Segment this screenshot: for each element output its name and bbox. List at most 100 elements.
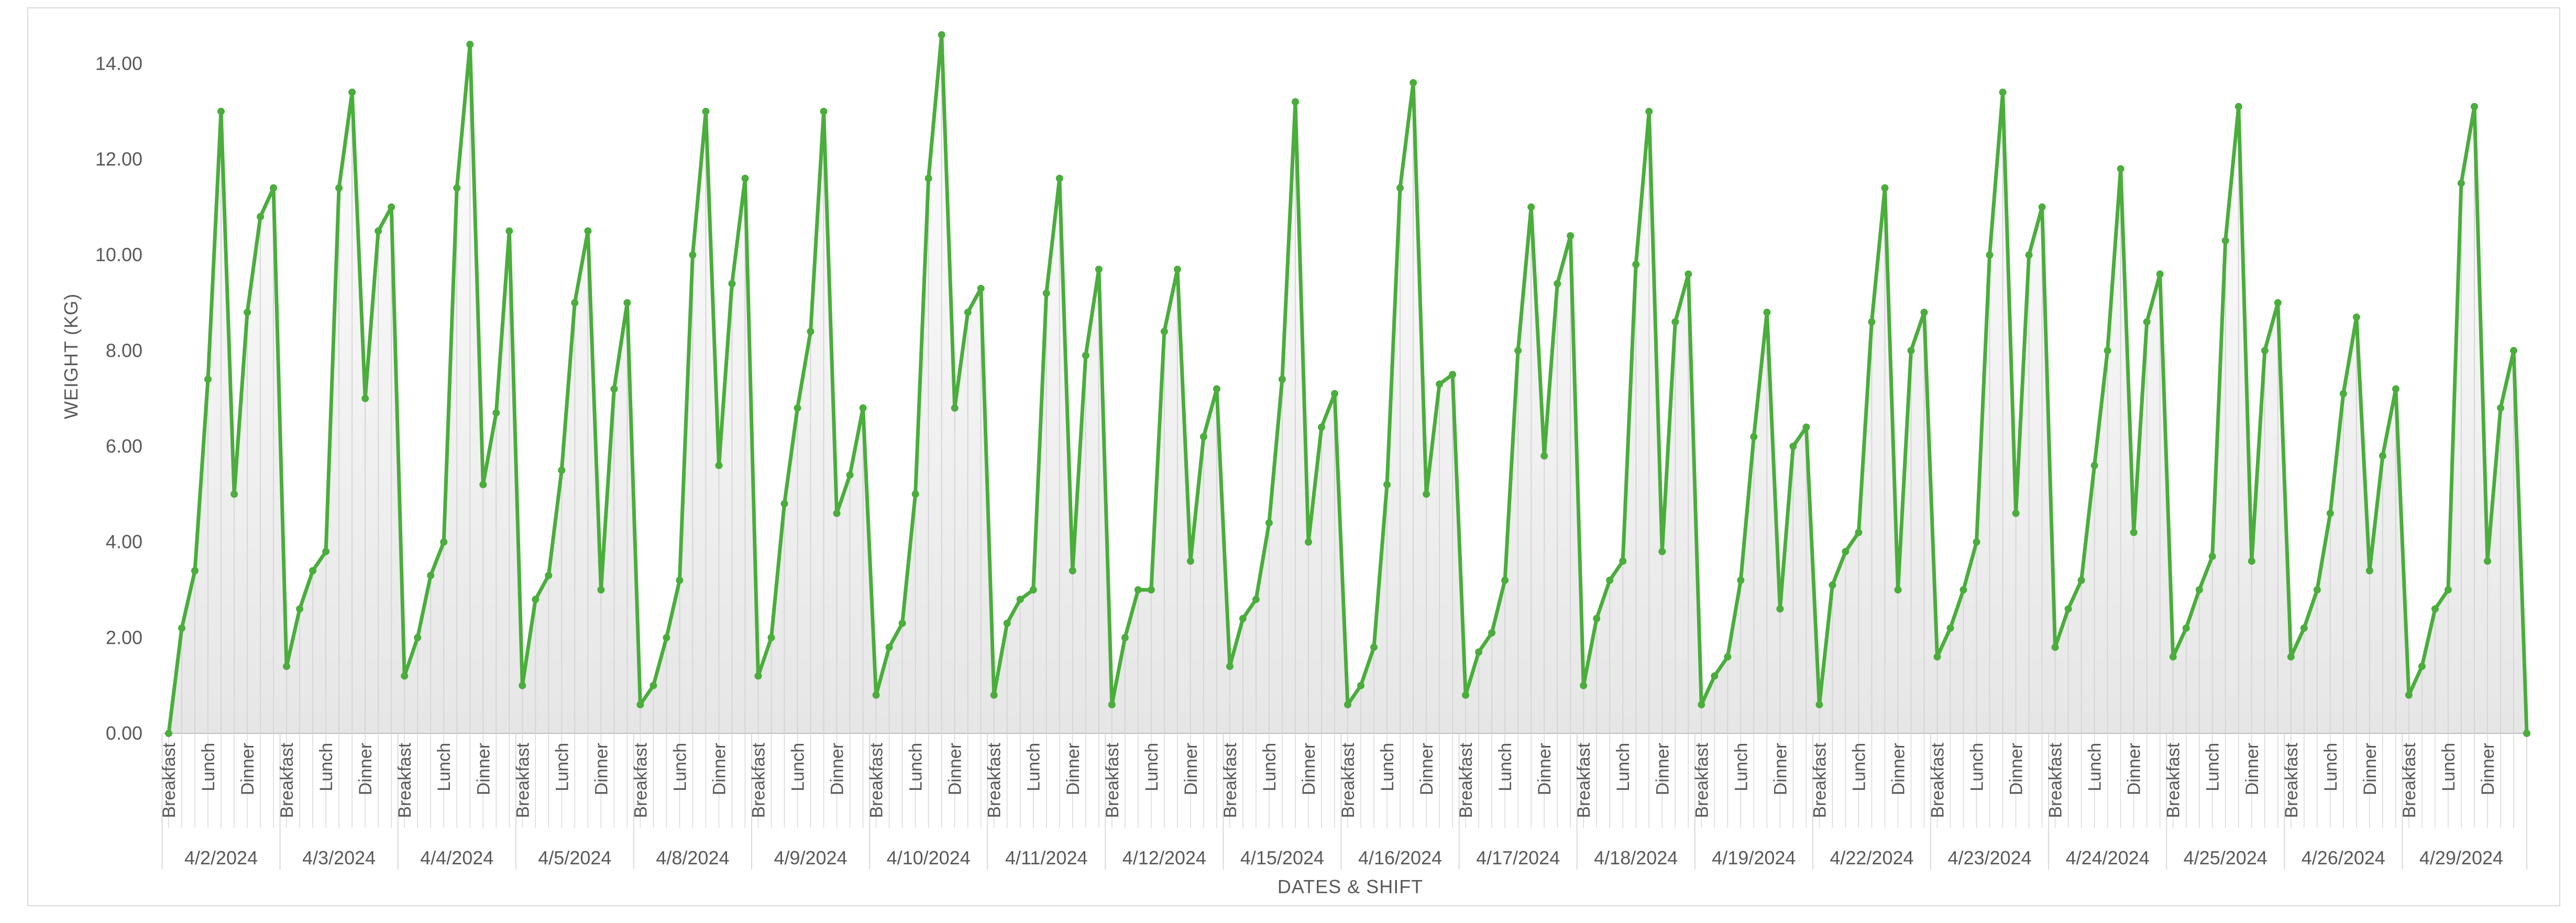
data-point bbox=[1016, 596, 1024, 603]
x-tick-label: Lunch bbox=[788, 743, 808, 792]
data-point bbox=[1475, 648, 1483, 656]
data-point bbox=[1292, 98, 1299, 106]
data-point bbox=[2221, 237, 2229, 245]
data-point bbox=[1619, 557, 1627, 565]
data-point bbox=[1881, 184, 1889, 192]
data-point bbox=[2261, 347, 2269, 355]
data-point bbox=[977, 284, 985, 292]
y-tick-label: 10.00 bbox=[95, 244, 142, 266]
data-point bbox=[1344, 701, 1351, 709]
data-point bbox=[1042, 289, 1050, 297]
data-point bbox=[257, 213, 265, 221]
data-point bbox=[1069, 567, 1076, 575]
x-tick-label: Dinner bbox=[2124, 743, 2144, 795]
data-point bbox=[492, 409, 500, 417]
x-tick-label: Dinner bbox=[1063, 743, 1083, 795]
date-label: 4/15/2024 bbox=[1240, 847, 1324, 869]
data-point bbox=[230, 490, 238, 498]
x-tick-label: Dinner bbox=[709, 743, 729, 795]
date-label: 4/19/2024 bbox=[1712, 847, 1796, 869]
data-point bbox=[951, 404, 959, 412]
data-point bbox=[1396, 184, 1404, 192]
x-tick-label: Dinner bbox=[945, 743, 965, 795]
x-tick-label: Breakfast bbox=[277, 742, 297, 818]
data-point bbox=[702, 107, 710, 115]
y-tick-label: 8.00 bbox=[106, 339, 142, 361]
data-point bbox=[2038, 203, 2046, 211]
data-point bbox=[1829, 581, 1836, 589]
x-tick-label: Lunch bbox=[552, 743, 572, 792]
data-point bbox=[1671, 318, 1679, 326]
data-point bbox=[2392, 385, 2399, 393]
x-tick-label: Breakfast bbox=[1692, 742, 1712, 818]
data-point bbox=[2471, 103, 2478, 111]
data-point bbox=[2025, 251, 2033, 259]
data-point bbox=[2195, 586, 2203, 594]
data-point bbox=[2326, 509, 2334, 517]
data-point bbox=[1423, 490, 1430, 498]
data-point bbox=[898, 619, 906, 627]
data-point bbox=[1134, 586, 1142, 594]
data-point bbox=[1160, 327, 1168, 335]
data-point bbox=[1711, 672, 1719, 680]
date-label: 4/16/2024 bbox=[1358, 847, 1442, 869]
x-tick-label: Lunch bbox=[1731, 743, 1751, 792]
data-point bbox=[1029, 586, 1037, 594]
data-point bbox=[283, 663, 291, 671]
data-point bbox=[1082, 351, 1089, 359]
data-point bbox=[1436, 380, 1444, 388]
data-point bbox=[1147, 586, 1155, 594]
y-tick-labels: 0.00 2.00 4.00 6.00 8.00 10.00 12.00 14.00 bbox=[95, 52, 142, 744]
x-tick-label: Lunch bbox=[670, 743, 690, 792]
data-point bbox=[2090, 462, 2098, 469]
x-tick-label: Lunch bbox=[1849, 743, 1869, 792]
data-point bbox=[1318, 423, 1325, 431]
data-point bbox=[296, 605, 304, 613]
x-tick-label: Dinner bbox=[2478, 743, 2498, 795]
data-point bbox=[2418, 663, 2426, 671]
data-point bbox=[1737, 576, 1745, 584]
data-point bbox=[1632, 260, 1640, 268]
data-point bbox=[1449, 371, 1457, 378]
x-tick-label: Breakfast bbox=[1810, 742, 1830, 818]
data-point bbox=[1959, 586, 1967, 594]
data-point bbox=[571, 299, 579, 306]
data-point bbox=[2248, 557, 2255, 565]
x-tick-label: Breakfast bbox=[1456, 742, 1476, 818]
x-tick-label: Lunch bbox=[1967, 743, 1987, 792]
x-tick-label: Lunch bbox=[1378, 743, 1397, 792]
data-point bbox=[1789, 443, 1797, 450]
data-point bbox=[2064, 605, 2072, 613]
data-point bbox=[1842, 547, 1850, 555]
data-point bbox=[597, 586, 605, 594]
data-point bbox=[924, 174, 932, 182]
data-point bbox=[1580, 682, 1588, 689]
x-tick-label: Breakfast bbox=[2282, 742, 2302, 818]
date-label: 4/12/2024 bbox=[1122, 847, 1206, 869]
data-point bbox=[1370, 643, 1378, 651]
x-tick-label: Dinner bbox=[356, 743, 376, 795]
data-point bbox=[204, 376, 212, 383]
x-tick-label: Dinner bbox=[2360, 743, 2380, 795]
data-point bbox=[1933, 653, 1941, 661]
y-tick-label: 2.00 bbox=[106, 627, 142, 648]
data-point bbox=[165, 730, 172, 737]
data-point bbox=[2117, 165, 2124, 173]
data-point bbox=[754, 672, 762, 680]
drop-lines bbox=[181, 35, 2514, 733]
data-point bbox=[388, 203, 395, 211]
x-tick-label: Breakfast bbox=[1103, 742, 1122, 818]
data-point bbox=[794, 404, 801, 412]
data-point bbox=[1252, 596, 1260, 603]
x-tick-label: Breakfast bbox=[1928, 742, 1948, 818]
date-label: 4/23/2024 bbox=[1947, 847, 2031, 869]
date-group-labels: 4/2/2024 4/3/2024 4/4/2024 4/5/2024 4/8/2024… bbox=[184, 847, 2503, 869]
data-point bbox=[1907, 347, 1915, 355]
data-point bbox=[2208, 553, 2216, 561]
data-point bbox=[335, 184, 343, 192]
data-point bbox=[1527, 203, 1535, 211]
data-point bbox=[217, 107, 225, 115]
data-point bbox=[2523, 730, 2530, 737]
data-point bbox=[558, 466, 566, 474]
data-point bbox=[2484, 557, 2491, 565]
